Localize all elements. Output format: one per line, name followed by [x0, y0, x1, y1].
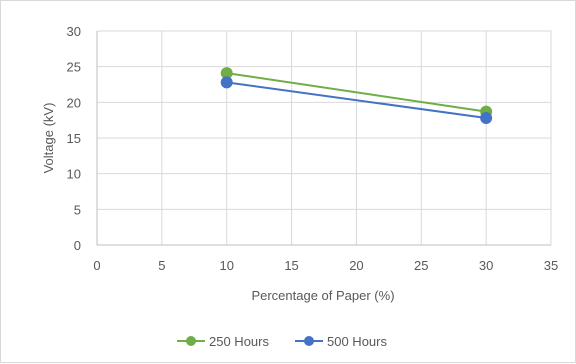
legend-label: 500 Hours	[327, 334, 387, 349]
y-tick-label: 30	[67, 24, 81, 39]
y-tick-label: 25	[67, 60, 81, 75]
legend: 250 Hours 500 Hours	[177, 334, 387, 349]
series-line	[226, 81, 487, 120]
x-tick-label: 35	[544, 258, 558, 273]
data-point	[220, 76, 233, 89]
y-tick-labels: 0 5 10 15 20 25 30	[67, 24, 81, 253]
y-tick-label: 20	[67, 95, 81, 110]
data-point	[220, 67, 233, 80]
x-tick-label: 0	[93, 258, 100, 273]
legend-item-1: 250 Hours	[177, 334, 269, 349]
y-axis-title: Voltage (kV)	[41, 103, 56, 174]
x-tick-label: 20	[349, 258, 363, 273]
x-tick-label: 15	[284, 258, 298, 273]
y-tick-label: 15	[67, 131, 81, 146]
x-tick-label: 5	[158, 258, 165, 273]
y-tick-label: 10	[67, 167, 81, 182]
x-axis-title: Percentage of Paper (%)	[251, 288, 394, 303]
legend-label: 250 Hours	[209, 334, 269, 349]
legend-marker	[186, 336, 196, 346]
series-2	[220, 76, 493, 125]
x-tick-label: 10	[219, 258, 233, 273]
gridlines	[97, 30, 552, 245]
data-point	[480, 112, 493, 125]
legend-item-2: 500 Hours	[295, 334, 387, 349]
legend-marker	[304, 336, 314, 346]
x-tick-label: 30	[479, 258, 493, 273]
axes	[96, 31, 551, 246]
x-tick-labels: 0 5 10 15 20 25 30 35	[93, 258, 558, 273]
x-tick-label: 25	[414, 258, 428, 273]
y-tick-label: 0	[74, 238, 81, 253]
series-layer	[220, 67, 493, 125]
y-tick-label: 5	[74, 202, 81, 217]
series-line	[226, 72, 487, 113]
